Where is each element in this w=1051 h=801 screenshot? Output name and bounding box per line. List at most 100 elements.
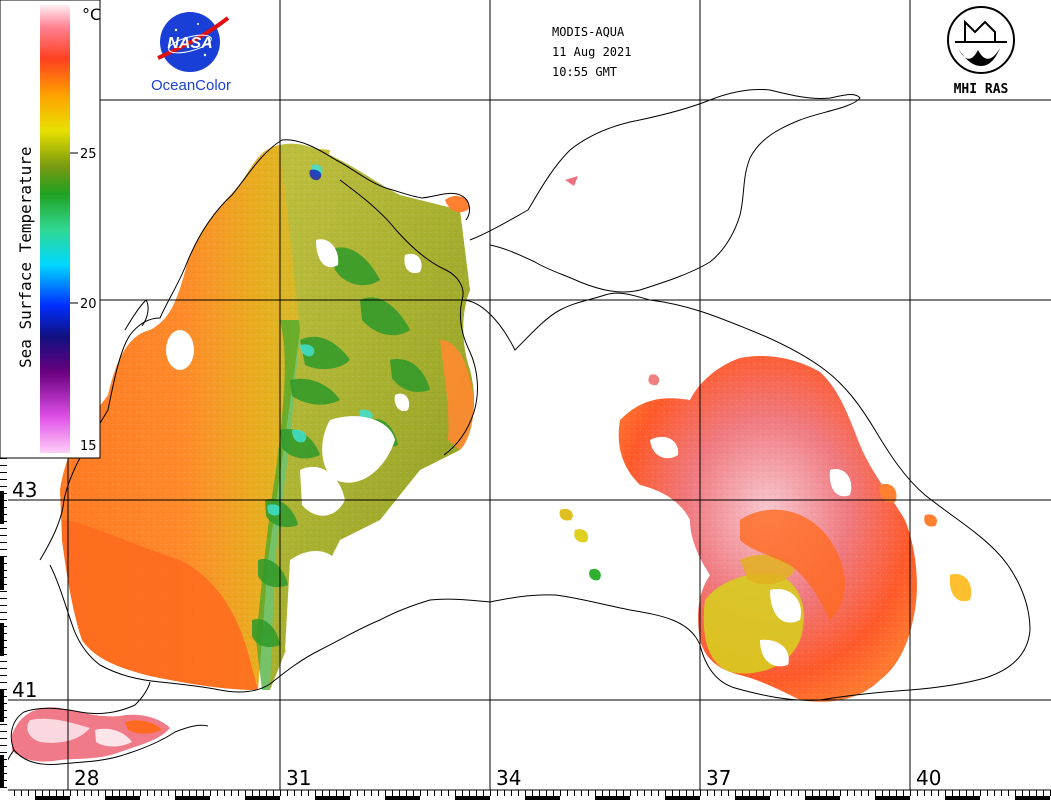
scale-left-tick xyxy=(0,668,7,669)
scale-bottom-tick xyxy=(280,790,281,796)
scale-left-tick xyxy=(0,493,7,494)
scale-bottom-tick xyxy=(973,790,974,796)
scale-bottom-tick xyxy=(560,790,561,796)
scale-bottom-tick xyxy=(959,790,960,796)
scale-bottom-tick xyxy=(231,790,232,796)
scale-bottom-tick xyxy=(63,790,64,796)
scale-left-tick xyxy=(0,738,7,739)
scale-left-tick xyxy=(0,584,7,585)
scale-bottom-segment xyxy=(35,796,70,800)
scale-bottom-tick xyxy=(427,790,428,796)
sensor-label: MODIS-AQUA xyxy=(552,25,625,39)
scale-bottom-tick xyxy=(546,790,547,796)
scale-bottom-segment xyxy=(315,796,350,800)
scale-bottom-tick xyxy=(847,790,848,796)
scale-bottom-tick xyxy=(728,790,729,796)
scale-bottom-tick xyxy=(21,790,22,796)
mhi-ras-logo: MHI RAS xyxy=(947,6,1015,97)
scale-bottom-tick xyxy=(574,790,575,796)
scale-bottom-tick xyxy=(798,790,799,796)
scale-left-tick xyxy=(0,563,7,564)
scale-bottom-segment xyxy=(350,796,385,800)
scale-bottom-tick xyxy=(518,790,519,796)
scale-bottom-tick xyxy=(98,790,99,796)
scale-bottom-segment xyxy=(70,796,105,800)
scale-left-tick xyxy=(0,661,7,662)
scale-bottom-segment xyxy=(910,796,945,800)
scale-bottom-tick xyxy=(539,790,540,796)
scale-bottom-segment xyxy=(0,796,35,800)
scale-bottom-tick xyxy=(1001,790,1002,796)
scale-left-segment xyxy=(0,623,4,656)
scale-bottom-segment xyxy=(175,796,210,800)
scale-bottom-tick xyxy=(1043,790,1044,796)
scale-bottom-segment xyxy=(595,796,630,800)
scale-bottom-tick xyxy=(693,790,694,796)
scale-bottom-tick xyxy=(777,790,778,796)
scale-bottom-tick xyxy=(672,790,673,796)
scale-bottom-tick xyxy=(861,790,862,796)
scale-bottom-tick xyxy=(378,790,379,796)
scale-bottom-segment xyxy=(770,796,805,800)
scale-left-tick xyxy=(0,696,7,697)
legend-tick-25: 25 xyxy=(80,147,97,162)
scale-bottom-tick xyxy=(322,790,323,796)
scale-bottom-tick xyxy=(434,790,435,796)
header: MODIS-AQUA 11 Aug 2021 10:55 GMT xyxy=(552,25,631,79)
scale-bottom-segment xyxy=(700,796,735,800)
scale-bottom-tick xyxy=(812,790,813,796)
scale-left-tick xyxy=(0,542,7,543)
scale-bottom-tick xyxy=(1015,790,1016,796)
scale-bottom-tick xyxy=(399,790,400,796)
scale-bottom-tick xyxy=(112,790,113,796)
scale-bottom-tick xyxy=(126,790,127,796)
scale-left-tick xyxy=(0,647,7,648)
lon-label-40: 40 xyxy=(916,766,941,790)
scale-bottom-tick xyxy=(448,790,449,796)
scale-bottom-tick xyxy=(742,790,743,796)
scale-bottom-tick xyxy=(504,790,505,796)
scale-bottom-tick xyxy=(791,790,792,796)
scale-bottom-tick xyxy=(336,790,337,796)
scale-left-segment xyxy=(0,458,4,491)
scale-bottom-tick xyxy=(735,790,736,796)
scale-left-tick xyxy=(0,633,7,634)
scale-bottom-segment xyxy=(245,796,280,800)
scale-bottom-tick xyxy=(658,790,659,796)
scale-left-segment xyxy=(0,788,4,801)
scale-bottom-tick xyxy=(980,790,981,796)
scale-bottom-tick xyxy=(651,790,652,796)
scale-bottom-tick xyxy=(700,790,701,796)
scale-bottom-tick xyxy=(189,790,190,796)
scale-left-tick xyxy=(0,521,7,522)
scale-bottom-tick xyxy=(497,790,498,796)
scale-bottom-segment xyxy=(560,796,595,800)
scale-bottom-tick xyxy=(1022,790,1023,796)
scale-bottom-tick xyxy=(882,790,883,796)
legend-tick-15: 15 xyxy=(80,439,97,454)
scale-left-segment xyxy=(0,656,4,689)
scale-bottom-tick xyxy=(637,790,638,796)
sst-west-basin xyxy=(60,145,330,690)
scale-bottom-tick xyxy=(532,790,533,796)
scale-bottom-tick xyxy=(945,790,946,796)
lon-label-37: 37 xyxy=(706,766,731,790)
legend: °C 25 20 15 Sea Surface Temperature xyxy=(0,0,101,459)
scale-left-tick xyxy=(0,577,7,578)
scale-bottom-segment xyxy=(665,796,700,800)
scale-bottom-tick xyxy=(763,790,764,796)
lon-label-31: 31 xyxy=(286,766,311,790)
scale-bottom-tick xyxy=(714,790,715,796)
scale-bottom-tick xyxy=(392,790,393,796)
scale-bottom-tick xyxy=(987,790,988,796)
scale-left-tick xyxy=(0,605,7,606)
scale-bottom-tick xyxy=(707,790,708,796)
sst-kerch-spot xyxy=(445,195,470,213)
scale-bottom-tick xyxy=(217,790,218,796)
lat-labels: 43 41 xyxy=(12,478,37,702)
scale-left-segment xyxy=(0,590,4,623)
scale-bottom-tick xyxy=(875,790,876,796)
scale-bottom-tick xyxy=(686,790,687,796)
scale-bottom-tick xyxy=(665,790,666,796)
scale-left-tick xyxy=(0,535,7,536)
